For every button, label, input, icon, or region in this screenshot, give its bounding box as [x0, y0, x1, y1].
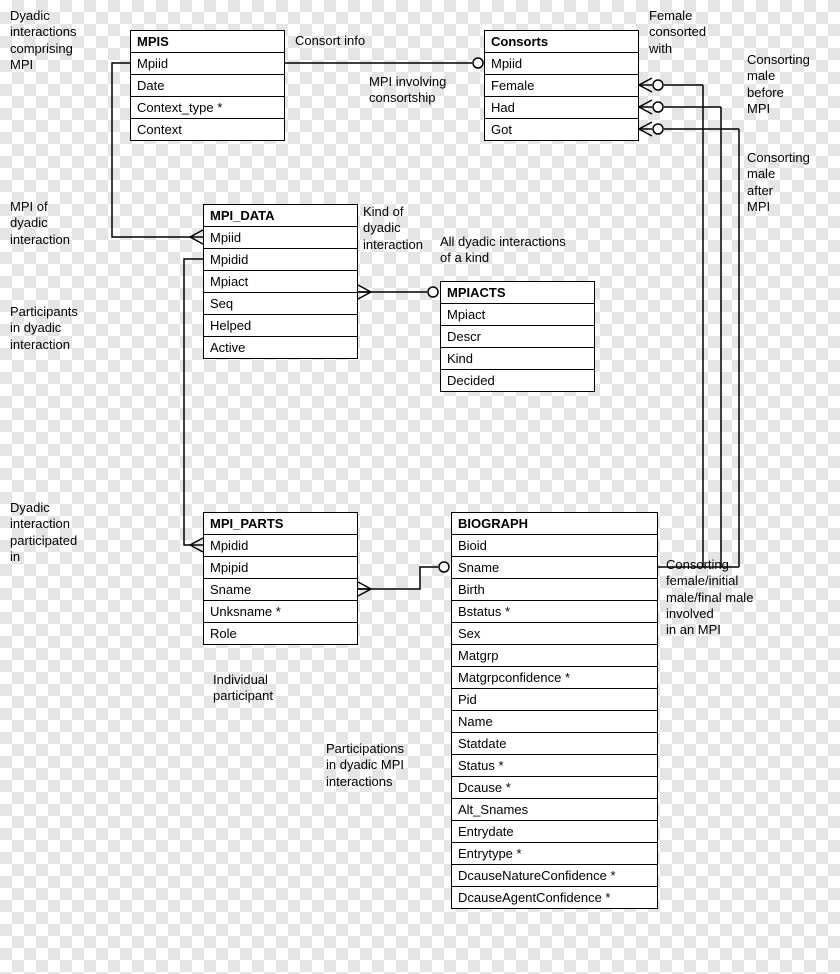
entity-attr: Sname — [204, 579, 357, 601]
entity-title: BIOGRAPH — [452, 513, 657, 535]
entity-attr: Context_type * — [131, 97, 284, 119]
rel-label: MPI of dyadic interaction — [10, 199, 70, 248]
rel-label: All dyadic interactions of a kind — [440, 234, 566, 267]
connectors-layer — [0, 0, 840, 974]
entity-attr: Mpidid — [204, 535, 357, 557]
entity-attr: Birth — [452, 579, 657, 601]
entity-consorts: Consorts Mpiid Female Had Got — [484, 30, 639, 141]
entity-title: MPI_PARTS — [204, 513, 357, 535]
entity-attr: Date — [131, 75, 284, 97]
entity-attr: Bstatus * — [452, 601, 657, 623]
entity-attr: Mpiid — [485, 53, 638, 75]
entity-attr: Seq — [204, 293, 357, 315]
entity-attr: DcauseNatureConfidence * — [452, 865, 657, 887]
entity-attr: Mpiid — [204, 227, 357, 249]
entity-attr: Kind — [441, 348, 594, 370]
entity-attr: Dcause * — [452, 777, 657, 799]
entity-attr: Status * — [452, 755, 657, 777]
entity-attr: Entrytype * — [452, 843, 657, 865]
entity-attr: Female — [485, 75, 638, 97]
entity-attr: Matgrp — [452, 645, 657, 667]
entity-attr: Pid — [452, 689, 657, 711]
entity-mpi-parts: MPI_PARTS Mpidid Mpipid Sname Unksname *… — [203, 512, 358, 645]
entity-biograph: BIOGRAPH Bioid Sname Birth Bstatus * Sex… — [451, 512, 658, 909]
entity-attr: Sex — [452, 623, 657, 645]
rel-label: Dyadic interaction participated in — [10, 500, 77, 565]
rel-label: Kind of dyadic interaction — [363, 204, 423, 253]
rel-label: Participants in dyadic interaction — [10, 304, 78, 353]
rel-label: Female consorted with — [649, 8, 706, 57]
entity-attr: Mpipid — [204, 557, 357, 579]
entity-attr: Descr — [441, 326, 594, 348]
entity-attr: Decided — [441, 370, 594, 391]
entity-attr: Alt_Snames — [452, 799, 657, 821]
entity-attr: Helped — [204, 315, 357, 337]
entity-title: Consorts — [485, 31, 638, 53]
entity-title: MPIACTS — [441, 282, 594, 304]
entity-attr: Had — [485, 97, 638, 119]
rel-label: Consorting male before MPI — [747, 52, 810, 117]
entity-attr: Sname — [452, 557, 657, 579]
entity-title: MPI_DATA — [204, 205, 357, 227]
entity-attr: Active — [204, 337, 357, 358]
rel-label: Consorting male after MPI — [747, 150, 810, 215]
entity-attr: Mpiact — [204, 271, 357, 293]
entity-mpis: MPIS Mpiid Date Context_type * Context — [130, 30, 285, 141]
entity-attr: Name — [452, 711, 657, 733]
entity-attr: Entrydate — [452, 821, 657, 843]
rel-label: Consort info — [295, 33, 365, 49]
entity-attr: Bioid — [452, 535, 657, 557]
entity-attr: Statdate — [452, 733, 657, 755]
entity-attr: DcauseAgentConfidence * — [452, 887, 657, 908]
entity-attr: Role — [204, 623, 357, 644]
entity-attr: Matgrpconfidence * — [452, 667, 657, 689]
entity-attr: Got — [485, 119, 638, 140]
rel-label: Consorting female/initial male/final mal… — [666, 557, 753, 638]
rel-label: MPI involving consortship — [369, 74, 446, 107]
rel-label: Participations in dyadic MPI interaction… — [326, 741, 404, 790]
entity-attr: Mpidid — [204, 249, 357, 271]
rel-label: Individual participant — [213, 672, 273, 705]
rel-label: Dyadic interactions comprising MPI — [10, 8, 76, 73]
diagram-canvas: MPIS Mpiid Date Context_type * Context C… — [0, 0, 840, 974]
entity-attr: Context — [131, 119, 284, 140]
entity-title: MPIS — [131, 31, 284, 53]
entity-attr: Mpiid — [131, 53, 284, 75]
entity-mpi-data: MPI_DATA Mpiid Mpidid Mpiact Seq Helped … — [203, 204, 358, 359]
entity-attr: Mpiact — [441, 304, 594, 326]
entity-attr: Unksname * — [204, 601, 357, 623]
entity-mpiacts: MPIACTS Mpiact Descr Kind Decided — [440, 281, 595, 392]
